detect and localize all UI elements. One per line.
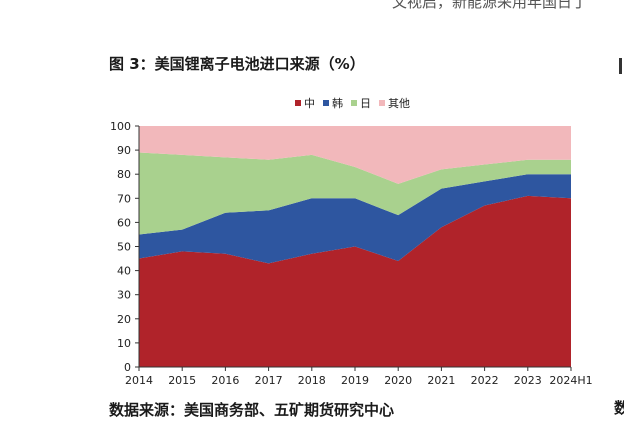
axes-group: 0 10 20 30 40 50 60 70 80 90 100 2014 2015 2016 2017 20… xyxy=(110,120,593,387)
x-tick-label: 2016 xyxy=(211,374,239,387)
legend-label-3: 其他 xyxy=(388,97,410,110)
y-tick-label: 20 xyxy=(117,313,131,326)
x-tick-label: 2015 xyxy=(168,374,196,387)
x-tick-label: 2019 xyxy=(341,374,369,387)
y-tick-label: 40 xyxy=(117,265,131,278)
x-tick-label: 2022 xyxy=(471,374,499,387)
legend-swatch-3 xyxy=(379,100,385,106)
data-source-note: 数据来源：美国商务部、五矿期货研究中心 xyxy=(109,401,395,419)
adjacent-column-mark xyxy=(619,58,622,74)
legend-swatch-0 xyxy=(295,100,301,106)
area-series-0 xyxy=(139,195,571,367)
area-series-3 xyxy=(139,126,571,184)
y-tick-label: 0 xyxy=(124,361,131,374)
y-tick-label: 60 xyxy=(117,216,131,229)
y-tick-label: 70 xyxy=(117,192,131,205)
y-tick-label: 10 xyxy=(117,337,131,350)
y-tick-label: 80 xyxy=(117,168,131,181)
x-tick-label: 2020 xyxy=(384,374,412,387)
y-tick-label: 50 xyxy=(117,241,131,254)
x-tick-label: 2024H1 xyxy=(549,374,592,387)
x-tick-label: 2023 xyxy=(514,374,542,387)
legend-label-1: 韩 xyxy=(332,96,343,110)
y-tick-label: 90 xyxy=(117,144,131,157)
legend-swatch-2 xyxy=(351,100,357,106)
adjacent-column-text: 数 xyxy=(614,399,624,417)
area-series-2 xyxy=(139,152,571,235)
area-series-group xyxy=(139,126,571,367)
legend: 中 韩 日 其他 xyxy=(295,96,410,110)
legend-swatch-1 xyxy=(323,100,329,106)
x-tick-label: 2018 xyxy=(298,374,326,387)
y-tick-label: 100 xyxy=(110,120,131,133)
figure-title: 图 3：美国锂离子电池进口来源（%） xyxy=(109,55,365,73)
area-series-1 xyxy=(139,174,571,264)
x-tick-label: 2021 xyxy=(427,374,455,387)
x-tick-label: 2017 xyxy=(255,374,283,387)
page-header-text: 文视启，新能源采用年国日丁 xyxy=(392,0,588,11)
x-tick-label: 2014 xyxy=(125,374,153,387)
legend-label-2: 日 xyxy=(360,97,371,110)
legend-label-0: 中 xyxy=(304,97,315,110)
y-tick-label: 30 xyxy=(117,289,131,302)
